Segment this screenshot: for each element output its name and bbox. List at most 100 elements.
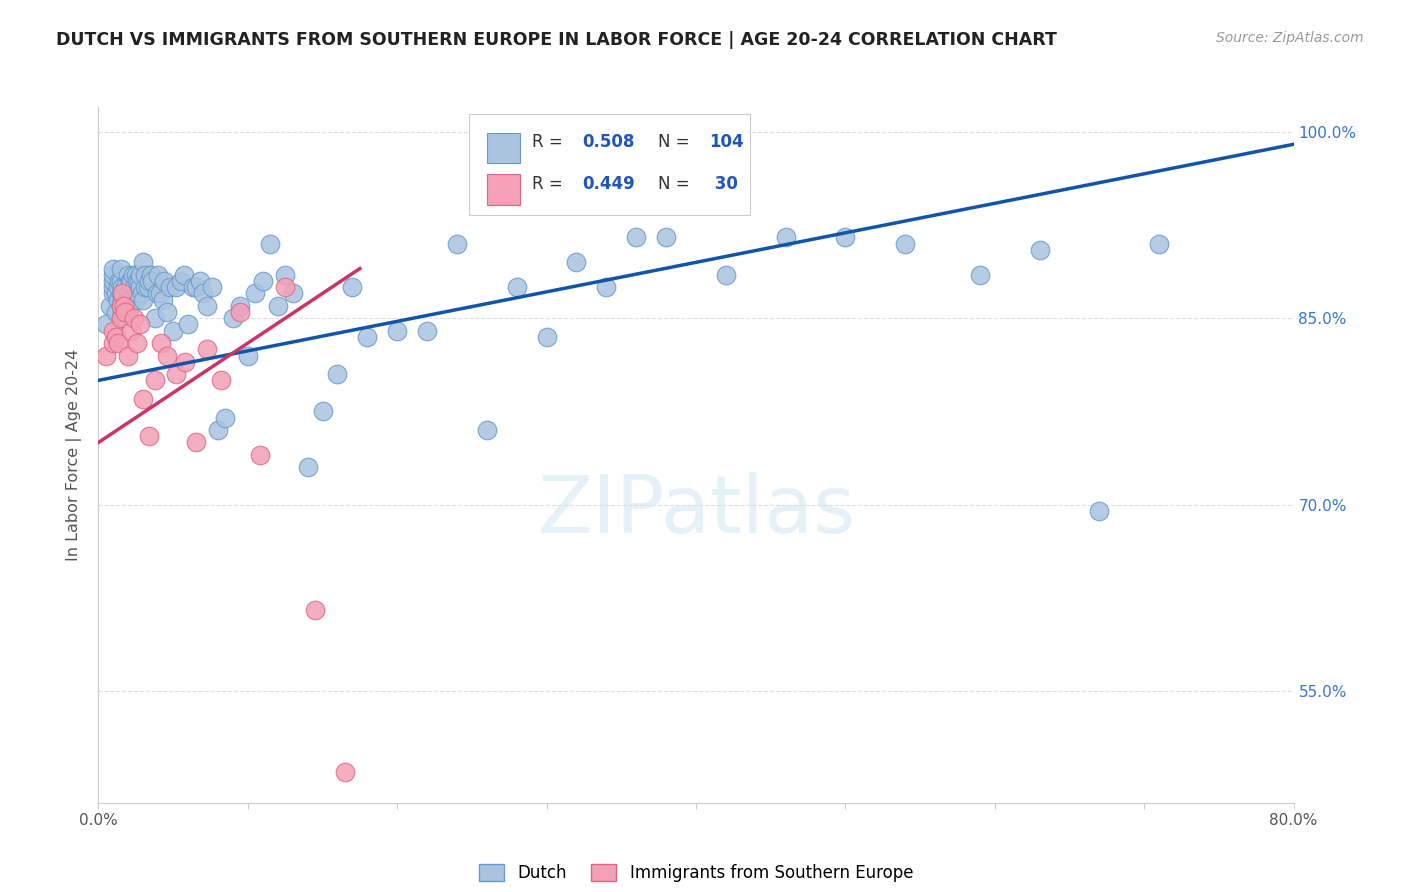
- Point: [259, 236, 281, 251]
- Point: [112, 286, 135, 301]
- Text: DUTCH VS IMMIGRANTS FROM SOUTHERN EUROPE IN LABOR FORCE | AGE 20-24 CORRELATION : DUTCH VS IMMIGRANTS FROM SOUTHERN EUROPE…: [56, 31, 1057, 49]
- FancyBboxPatch shape: [486, 133, 520, 163]
- Point: [148, 268, 170, 282]
- Point: [114, 305, 136, 319]
- Point: [134, 268, 156, 282]
- Point: [114, 280, 136, 294]
- Point: [385, 324, 409, 338]
- Point: [141, 274, 163, 288]
- Point: [129, 318, 152, 332]
- Point: [267, 299, 290, 313]
- Point: [124, 280, 146, 294]
- Point: [105, 305, 128, 319]
- FancyBboxPatch shape: [470, 114, 749, 215]
- Point: [112, 299, 135, 313]
- Point: [100, 299, 122, 313]
- Point: [201, 280, 224, 294]
- Point: [143, 311, 166, 326]
- Point: [149, 286, 172, 301]
- Point: [174, 355, 197, 369]
- Point: [184, 435, 207, 450]
- Point: [229, 299, 252, 313]
- Point: [1088, 504, 1111, 518]
- Point: [274, 268, 297, 282]
- Point: [197, 299, 219, 313]
- Point: [110, 311, 132, 326]
- Point: [115, 293, 138, 307]
- Point: [103, 324, 125, 338]
- Point: [181, 280, 204, 294]
- Point: [165, 280, 187, 294]
- Point: [117, 349, 139, 363]
- Point: [252, 274, 274, 288]
- Point: [159, 280, 181, 294]
- Point: [356, 330, 378, 344]
- Point: [127, 336, 149, 351]
- Point: [475, 423, 498, 437]
- Point: [103, 268, 125, 282]
- Point: [173, 268, 195, 282]
- Point: [121, 286, 143, 301]
- Legend: Dutch, Immigrants from Southern Europe: Dutch, Immigrants from Southern Europe: [472, 857, 920, 888]
- Point: [94, 318, 117, 332]
- Text: 30: 30: [709, 175, 738, 193]
- Point: [655, 230, 678, 244]
- Point: [565, 255, 588, 269]
- Point: [229, 305, 252, 319]
- Point: [197, 343, 219, 357]
- Point: [129, 268, 152, 282]
- Point: [714, 268, 737, 282]
- Point: [131, 286, 153, 301]
- Point: [595, 280, 617, 294]
- Point: [506, 280, 529, 294]
- Point: [110, 311, 132, 326]
- Point: [134, 280, 156, 294]
- Point: [446, 236, 468, 251]
- Point: [107, 280, 129, 294]
- Point: [108, 274, 131, 288]
- Point: [132, 392, 155, 406]
- Point: [156, 349, 179, 363]
- Point: [110, 299, 132, 313]
- Point: [145, 286, 167, 301]
- Point: [143, 373, 166, 387]
- Point: [894, 236, 917, 251]
- Point: [152, 293, 174, 307]
- Point: [112, 299, 135, 313]
- Point: [117, 305, 139, 319]
- Point: [333, 764, 356, 779]
- Point: [304, 603, 326, 617]
- Point: [214, 410, 236, 425]
- Point: [245, 286, 267, 301]
- Point: [311, 404, 333, 418]
- Point: [124, 311, 146, 326]
- Point: [103, 336, 125, 351]
- Point: [156, 305, 179, 319]
- Text: N =: N =: [658, 133, 695, 151]
- Point: [120, 293, 142, 307]
- Point: [297, 460, 319, 475]
- Point: [207, 423, 229, 437]
- Point: [110, 274, 132, 288]
- Point: [236, 349, 259, 363]
- Point: [94, 349, 117, 363]
- Point: [117, 268, 139, 282]
- Text: Source: ZipAtlas.com: Source: ZipAtlas.com: [1216, 31, 1364, 45]
- Point: [111, 305, 134, 319]
- Point: [103, 274, 125, 288]
- Point: [536, 330, 558, 344]
- Point: [105, 286, 128, 301]
- Point: [626, 230, 648, 244]
- Point: [1147, 236, 1170, 251]
- Point: [209, 373, 232, 387]
- Point: [111, 286, 134, 301]
- Point: [125, 293, 148, 307]
- Point: [834, 230, 856, 244]
- Point: [120, 324, 142, 338]
- Point: [132, 293, 155, 307]
- Point: [110, 261, 132, 276]
- Point: [105, 330, 128, 344]
- Point: [775, 230, 797, 244]
- Point: [342, 280, 364, 294]
- Text: N =: N =: [658, 175, 695, 193]
